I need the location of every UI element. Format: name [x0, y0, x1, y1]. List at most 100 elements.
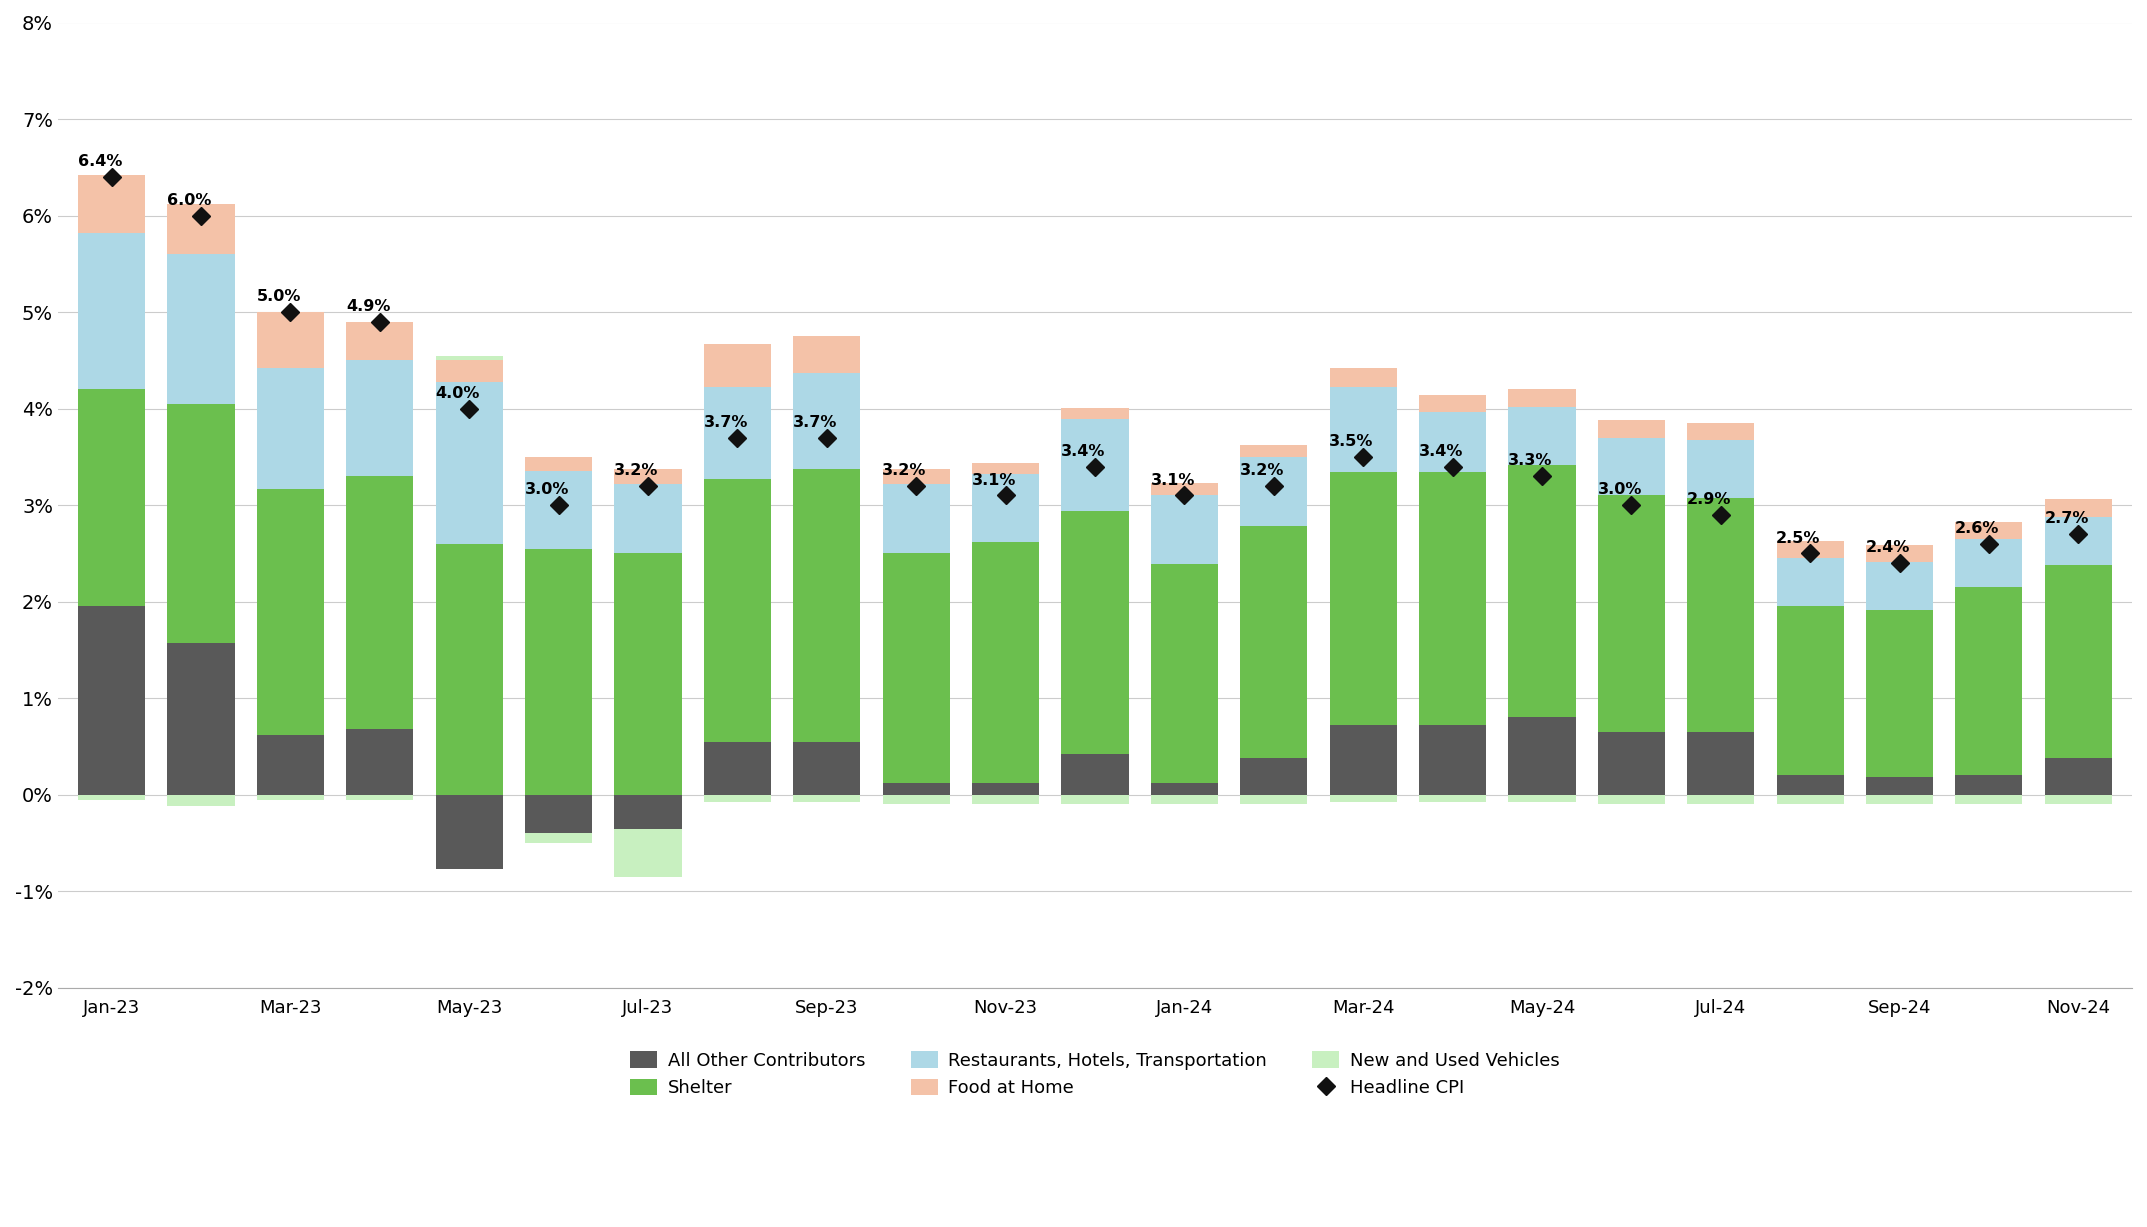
Bar: [1419, 725, 1486, 795]
Headline CPI: [1350, 449, 1376, 464]
Bar: [1419, 412, 1486, 472]
Text: 3.2%: 3.2%: [614, 463, 659, 479]
Bar: [167, 795, 234, 806]
Bar: [526, 471, 593, 548]
Text: 3.4%: 3.4%: [1061, 444, 1106, 459]
Bar: [1866, 610, 1932, 778]
Bar: [1956, 795, 2022, 805]
Bar: [2044, 517, 2113, 564]
Bar: [1866, 778, 1932, 795]
Bar: [614, 470, 681, 483]
Bar: [882, 783, 949, 795]
Bar: [77, 175, 146, 233]
Bar: [167, 204, 234, 254]
Headline CPI: [2065, 526, 2091, 541]
Bar: [1956, 521, 2022, 539]
Bar: [614, 828, 681, 877]
Bar: [882, 553, 949, 783]
Text: 3.2%: 3.2%: [1239, 463, 1284, 479]
Bar: [1866, 545, 1932, 562]
Legend: All Other Contributors, Shelter, Restaurants, Hotels, Transportation, Food at Ho: All Other Contributors, Shelter, Restaur…: [623, 1044, 1567, 1104]
Bar: [77, 795, 146, 800]
Bar: [346, 729, 414, 795]
Bar: [1956, 775, 2022, 795]
Text: 3.3%: 3.3%: [1507, 454, 1552, 469]
Text: 4.0%: 4.0%: [436, 385, 479, 401]
Bar: [167, 643, 234, 795]
Bar: [1597, 438, 1664, 496]
Bar: [882, 795, 949, 805]
Headline CPI: [636, 479, 661, 493]
Bar: [1241, 526, 1308, 758]
Bar: [1688, 795, 1754, 805]
Bar: [346, 361, 414, 476]
Bar: [77, 233, 146, 389]
Bar: [614, 483, 681, 553]
Headline CPI: [1797, 546, 1823, 561]
Bar: [704, 479, 771, 741]
Bar: [436, 382, 502, 544]
Text: 4.9%: 4.9%: [346, 299, 391, 314]
Bar: [1329, 472, 1398, 725]
Bar: [973, 475, 1039, 542]
Bar: [1061, 510, 1129, 755]
Bar: [258, 735, 324, 795]
Bar: [1509, 718, 1576, 795]
Bar: [704, 344, 771, 388]
Text: 3.1%: 3.1%: [973, 472, 1016, 488]
Text: 3.4%: 3.4%: [1419, 444, 1462, 459]
Bar: [1329, 795, 1398, 802]
Text: 2.9%: 2.9%: [1688, 492, 1730, 507]
Bar: [1597, 496, 1664, 733]
Bar: [77, 606, 146, 795]
Bar: [614, 553, 681, 795]
Bar: [792, 336, 861, 373]
Bar: [1151, 564, 1217, 783]
Bar: [2044, 795, 2113, 805]
Bar: [704, 388, 771, 479]
Bar: [614, 795, 681, 828]
Headline CPI: [992, 488, 1018, 503]
Bar: [1597, 733, 1664, 795]
Text: 2.6%: 2.6%: [1956, 521, 1999, 536]
Bar: [526, 833, 593, 843]
Bar: [346, 476, 414, 729]
Bar: [258, 795, 324, 800]
Text: 3.5%: 3.5%: [1329, 434, 1374, 449]
Bar: [1956, 588, 2022, 775]
Bar: [1688, 423, 1754, 440]
Bar: [436, 361, 502, 382]
Bar: [2044, 758, 2113, 795]
Text: 3.0%: 3.0%: [1597, 482, 1642, 497]
Bar: [1866, 562, 1932, 610]
Headline CPI: [545, 498, 571, 513]
Bar: [436, 356, 502, 361]
Headline CPI: [189, 209, 215, 223]
Bar: [2044, 564, 2113, 758]
Bar: [1866, 795, 1932, 805]
Bar: [1597, 795, 1664, 805]
Bar: [1419, 472, 1486, 725]
Bar: [1241, 456, 1308, 526]
Bar: [2044, 499, 2113, 517]
Bar: [1509, 389, 1576, 406]
Headline CPI: [1975, 536, 2001, 551]
Headline CPI: [1441, 459, 1466, 474]
Headline CPI: [99, 169, 125, 184]
Bar: [1329, 368, 1398, 388]
Bar: [346, 321, 414, 361]
Bar: [1688, 733, 1754, 795]
Bar: [77, 389, 146, 606]
Bar: [1151, 483, 1217, 494]
Text: 2.4%: 2.4%: [1866, 540, 1911, 556]
Bar: [973, 783, 1039, 795]
Bar: [1778, 775, 1844, 795]
Headline CPI: [724, 431, 749, 445]
Bar: [258, 312, 324, 368]
Bar: [792, 373, 861, 470]
Bar: [1151, 494, 1217, 564]
Headline CPI: [1082, 459, 1108, 474]
Bar: [1061, 795, 1129, 805]
Bar: [1329, 725, 1398, 795]
Text: 5.0%: 5.0%: [255, 290, 301, 304]
